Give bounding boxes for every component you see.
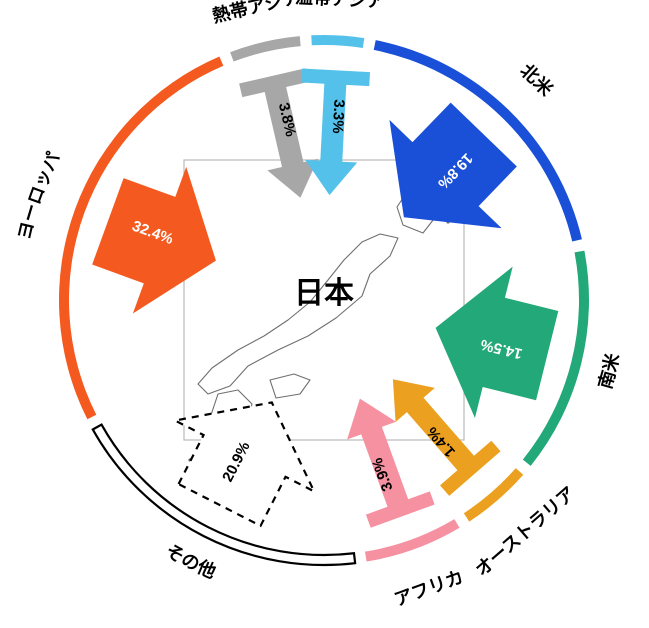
segment-label-north-america: 北米 xyxy=(516,60,557,100)
radial-flow-diagram: 19.8%北米14.5%南米1.4%オーストラリア3.9%アフリカ20.9%その… xyxy=(0,0,649,628)
pct-label-temperate-asia: 3.3% xyxy=(329,99,348,134)
segment-label-south-america: 南米 xyxy=(594,350,623,391)
segment-label-europe: ヨーロッパ xyxy=(14,149,64,241)
ring-segment-temperate-asia xyxy=(311,35,364,48)
segment-label-tropical-asia: 熱帯アジア xyxy=(210,0,302,26)
diagram-svg: 19.8%北米14.5%南米1.4%オーストラリア3.9%アフリカ20.9%その… xyxy=(0,0,649,628)
arrows xyxy=(92,68,558,528)
ring-segment-australia xyxy=(464,468,523,521)
ring-segment-africa xyxy=(365,519,460,561)
segment-label-africa: アフリカ xyxy=(392,567,466,610)
ring-segment-tropical-asia xyxy=(230,36,301,61)
segment-label-temperate-asia: 温帯アジア xyxy=(295,0,385,11)
arrow-tropical-asia xyxy=(239,68,318,197)
segment-label-other: その他 xyxy=(162,540,219,582)
